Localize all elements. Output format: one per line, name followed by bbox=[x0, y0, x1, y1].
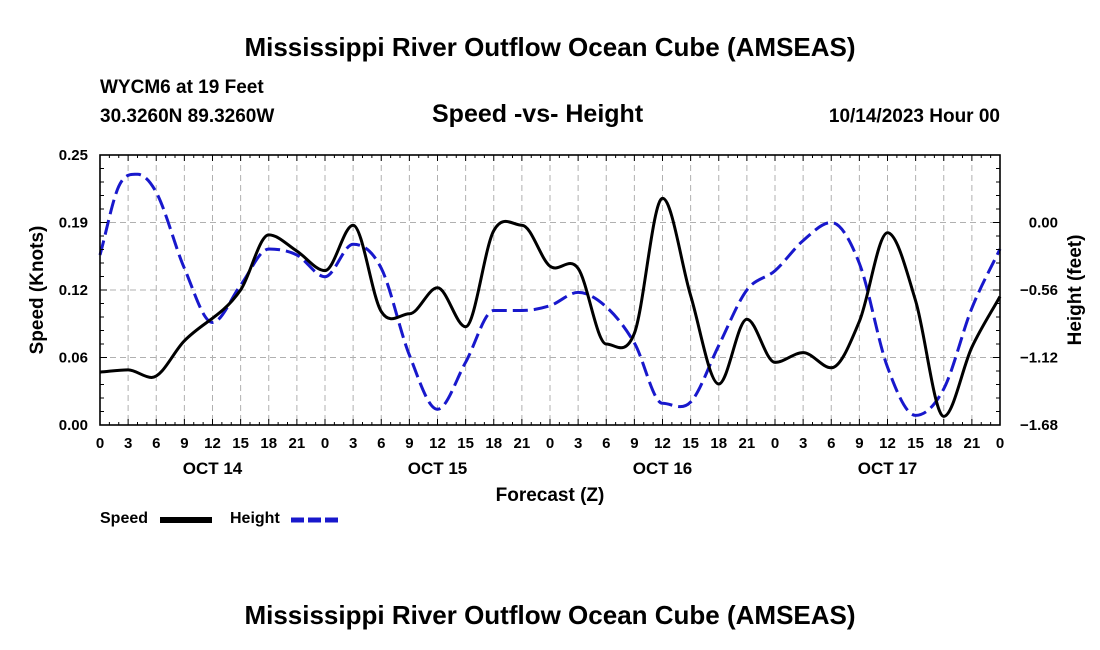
y-tick-label: 0.00 bbox=[59, 417, 88, 434]
y-tick-label: 0.06 bbox=[59, 350, 88, 367]
x-tick-label: 21 bbox=[289, 435, 306, 452]
legend-speed-swatch bbox=[160, 517, 212, 523]
chart-title-top: Mississippi River Outflow Ocean Cube (AM… bbox=[244, 32, 856, 62]
axis-ticks bbox=[99, 154, 1001, 426]
x-tick-label: 6 bbox=[152, 435, 160, 452]
x-tick-label: 12 bbox=[429, 435, 446, 452]
y2-axis-label: Height (feet) bbox=[1065, 235, 1086, 346]
x-tick-label: 3 bbox=[349, 435, 357, 452]
x-tick-label: 21 bbox=[739, 435, 756, 452]
x-tick-label: 12 bbox=[879, 435, 896, 452]
chart-title-bottom: Mississippi River Outflow Ocean Cube (AM… bbox=[244, 600, 856, 630]
x-tick-label: 6 bbox=[377, 435, 385, 452]
x-tick-label: 3 bbox=[574, 435, 582, 452]
day-label: OCT 16 bbox=[633, 459, 693, 478]
speed-height-chart: 0 3 6 9 12 15 18 21 0 3 6 9 12 15 18 21 0 3 6 9 12 15 18 21 0 3 6 9… bbox=[27, 147, 1086, 506]
chart-subtitle: Speed -vs- Height bbox=[432, 100, 644, 128]
coordinates-label: 30.3260N 89.3260W bbox=[100, 106, 275, 127]
x-tick-label: 18 bbox=[710, 435, 727, 452]
x-tick-label: 18 bbox=[485, 435, 502, 452]
x-axis-label: Forecast (Z) bbox=[496, 485, 605, 506]
grid-lines bbox=[100, 155, 1000, 425]
y2-tick-label: −1.12 bbox=[1020, 350, 1058, 367]
x-tick-label: 9 bbox=[630, 435, 638, 452]
x-tick-label: 12 bbox=[204, 435, 221, 452]
x-tick-label: 15 bbox=[682, 435, 699, 452]
x-tick-label: 0 bbox=[996, 435, 1004, 452]
x-tick-label: 0 bbox=[771, 435, 779, 452]
x-tick-label: 9 bbox=[180, 435, 188, 452]
x-tick-label: 18 bbox=[260, 435, 277, 452]
x-tick-label: 15 bbox=[232, 435, 249, 452]
forecast-datetime: 10/14/2023 Hour 00 bbox=[828, 106, 1000, 127]
height-series-line bbox=[98, 172, 1002, 417]
station-label: WYCM6 at 19 Feet bbox=[100, 77, 264, 98]
x-tick-label: 15 bbox=[457, 435, 474, 452]
y2-tick-label: 0.00 bbox=[1029, 215, 1058, 232]
x-tick-label: 6 bbox=[602, 435, 610, 452]
x-tick-label: 18 bbox=[935, 435, 952, 452]
x-tick-label: 3 bbox=[799, 435, 807, 452]
x-tick-label: 3 bbox=[124, 435, 132, 452]
day-label: OCT 15 bbox=[408, 459, 468, 478]
x-tick-label: 0 bbox=[321, 435, 329, 452]
speed-series-line bbox=[99, 196, 1002, 418]
x-tick-label: 9 bbox=[405, 435, 413, 452]
y-tick-label: 0.19 bbox=[59, 215, 88, 232]
x-tick-label: 21 bbox=[514, 435, 531, 452]
y-tick-label: 0.12 bbox=[59, 282, 88, 299]
x-tick-label: 0 bbox=[546, 435, 554, 452]
y-tick-label: 0.25 bbox=[59, 147, 88, 164]
y2-tick-label: −1.68 bbox=[1020, 417, 1058, 434]
legend-height-label: Height bbox=[230, 510, 280, 527]
legend-speed-label: Speed bbox=[100, 510, 149, 527]
y2-tick-label: −0.56 bbox=[1020, 282, 1058, 299]
y-axis-label: Speed (Knots) bbox=[27, 226, 48, 355]
day-label: OCT 14 bbox=[183, 459, 243, 478]
x-tick-label: 0 bbox=[96, 435, 104, 452]
x-tick-label: 15 bbox=[907, 435, 924, 452]
x-tick-label: 21 bbox=[964, 435, 981, 452]
x-tick-label: 6 bbox=[827, 435, 835, 452]
day-label: OCT 17 bbox=[858, 459, 918, 478]
x-tick-label: 12 bbox=[654, 435, 671, 452]
legend-height-swatch bbox=[291, 517, 342, 523]
x-tick-label: 9 bbox=[855, 435, 863, 452]
